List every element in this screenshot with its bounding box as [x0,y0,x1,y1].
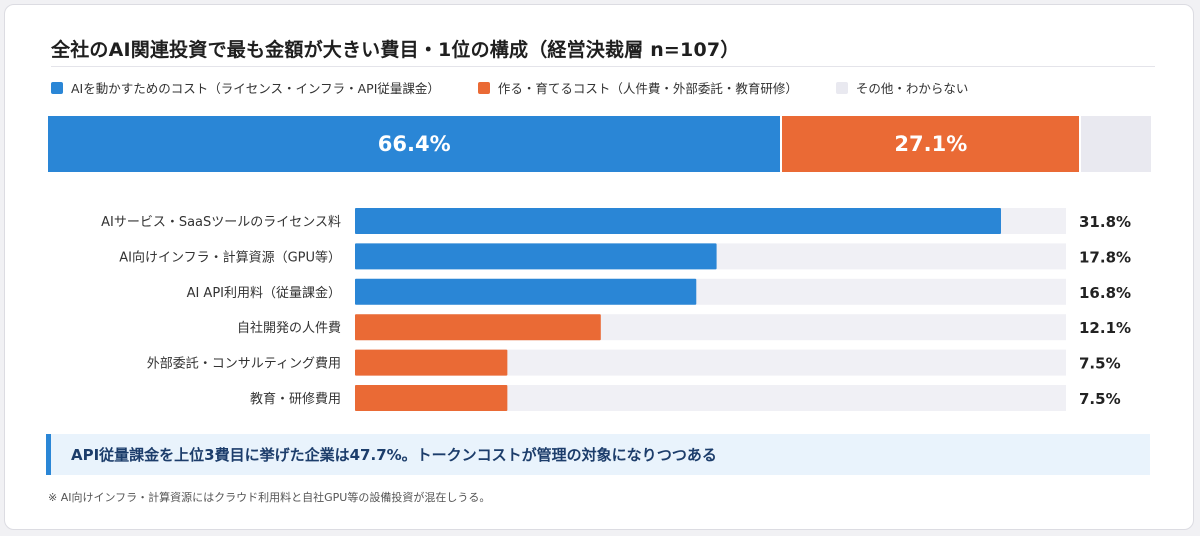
chart-title: 全社のAI関連投資で最も金額が大きい費目・1位の構成（経営決裁層 n=107） [51,39,740,61]
legend-item-run: AIを動かすためのコスト（ライセンス・インフラ・API従量課金） [51,78,440,97]
category-label: 外部委託・コンサルティング費用 [147,356,341,372]
legend-swatch-run [51,81,63,94]
value-label: 7.5% [1079,355,1121,373]
category-label: 自社開発の人件費 [237,320,341,336]
highlight-text: API従量課金を上位3費目に挙げた企業は47.7%。トークンコストが管理の対象に… [71,446,717,464]
bar-3 [355,314,601,341]
stack-segment-other [1079,116,1151,172]
value-label: 16.8% [1079,284,1131,302]
bar-5 [355,385,508,411]
legend-label-run: AIを動かすためのコスト（ライセンス・インフラ・API従量課金） [71,81,440,96]
value-label: 7.5% [1079,390,1121,408]
category-label: AIサービス・SaaSツールのライセンス料 [101,215,341,230]
category-label: AI API利用料（従量課金） [187,285,341,301]
stack-segment-run: 66.4% [48,116,781,172]
title-divider [51,66,1155,67]
value-label: 31.8% [1079,213,1131,231]
bar-1 [355,243,717,270]
legend-swatch-build [477,81,490,94]
legend: AIを動かすためのコスト（ライセンス・インフラ・API従量課金） 作る・育てるコ… [51,78,1006,97]
stack-segment-build: 27.1% [780,116,1080,172]
legend-label-build: 作る・育てるコスト（人件費・外部委託・教育研修） [497,81,798,96]
value-label: 17.8% [1079,248,1131,266]
stacked-share-bar: 66.4% 27.1% [48,116,1151,172]
legend-item-build: 作る・育てるコスト（人件費・外部委託・教育研修） [477,78,798,97]
legend-label-other: その他・わからない [855,81,969,96]
value-label: 12.1% [1079,319,1131,337]
legend-swatch-other [835,81,848,94]
category-label: 教育・研修費用 [250,391,341,407]
legend-item-other: その他・わからない [835,78,969,97]
footnote: ※ AI向けインフラ・計算資源にはクラウド利用料と自社GPU等の設備投資が混在し… [48,491,491,504]
category-label: AI向けインフラ・計算資源（GPU等） [119,249,341,265]
bar-2 [355,278,697,305]
bar-0 [355,208,1001,234]
bar-4 [355,349,508,376]
highlight-callout: API従量課金を上位3費目に挙げた企業は47.7%。トークンコストが管理の対象に… [46,434,1150,475]
